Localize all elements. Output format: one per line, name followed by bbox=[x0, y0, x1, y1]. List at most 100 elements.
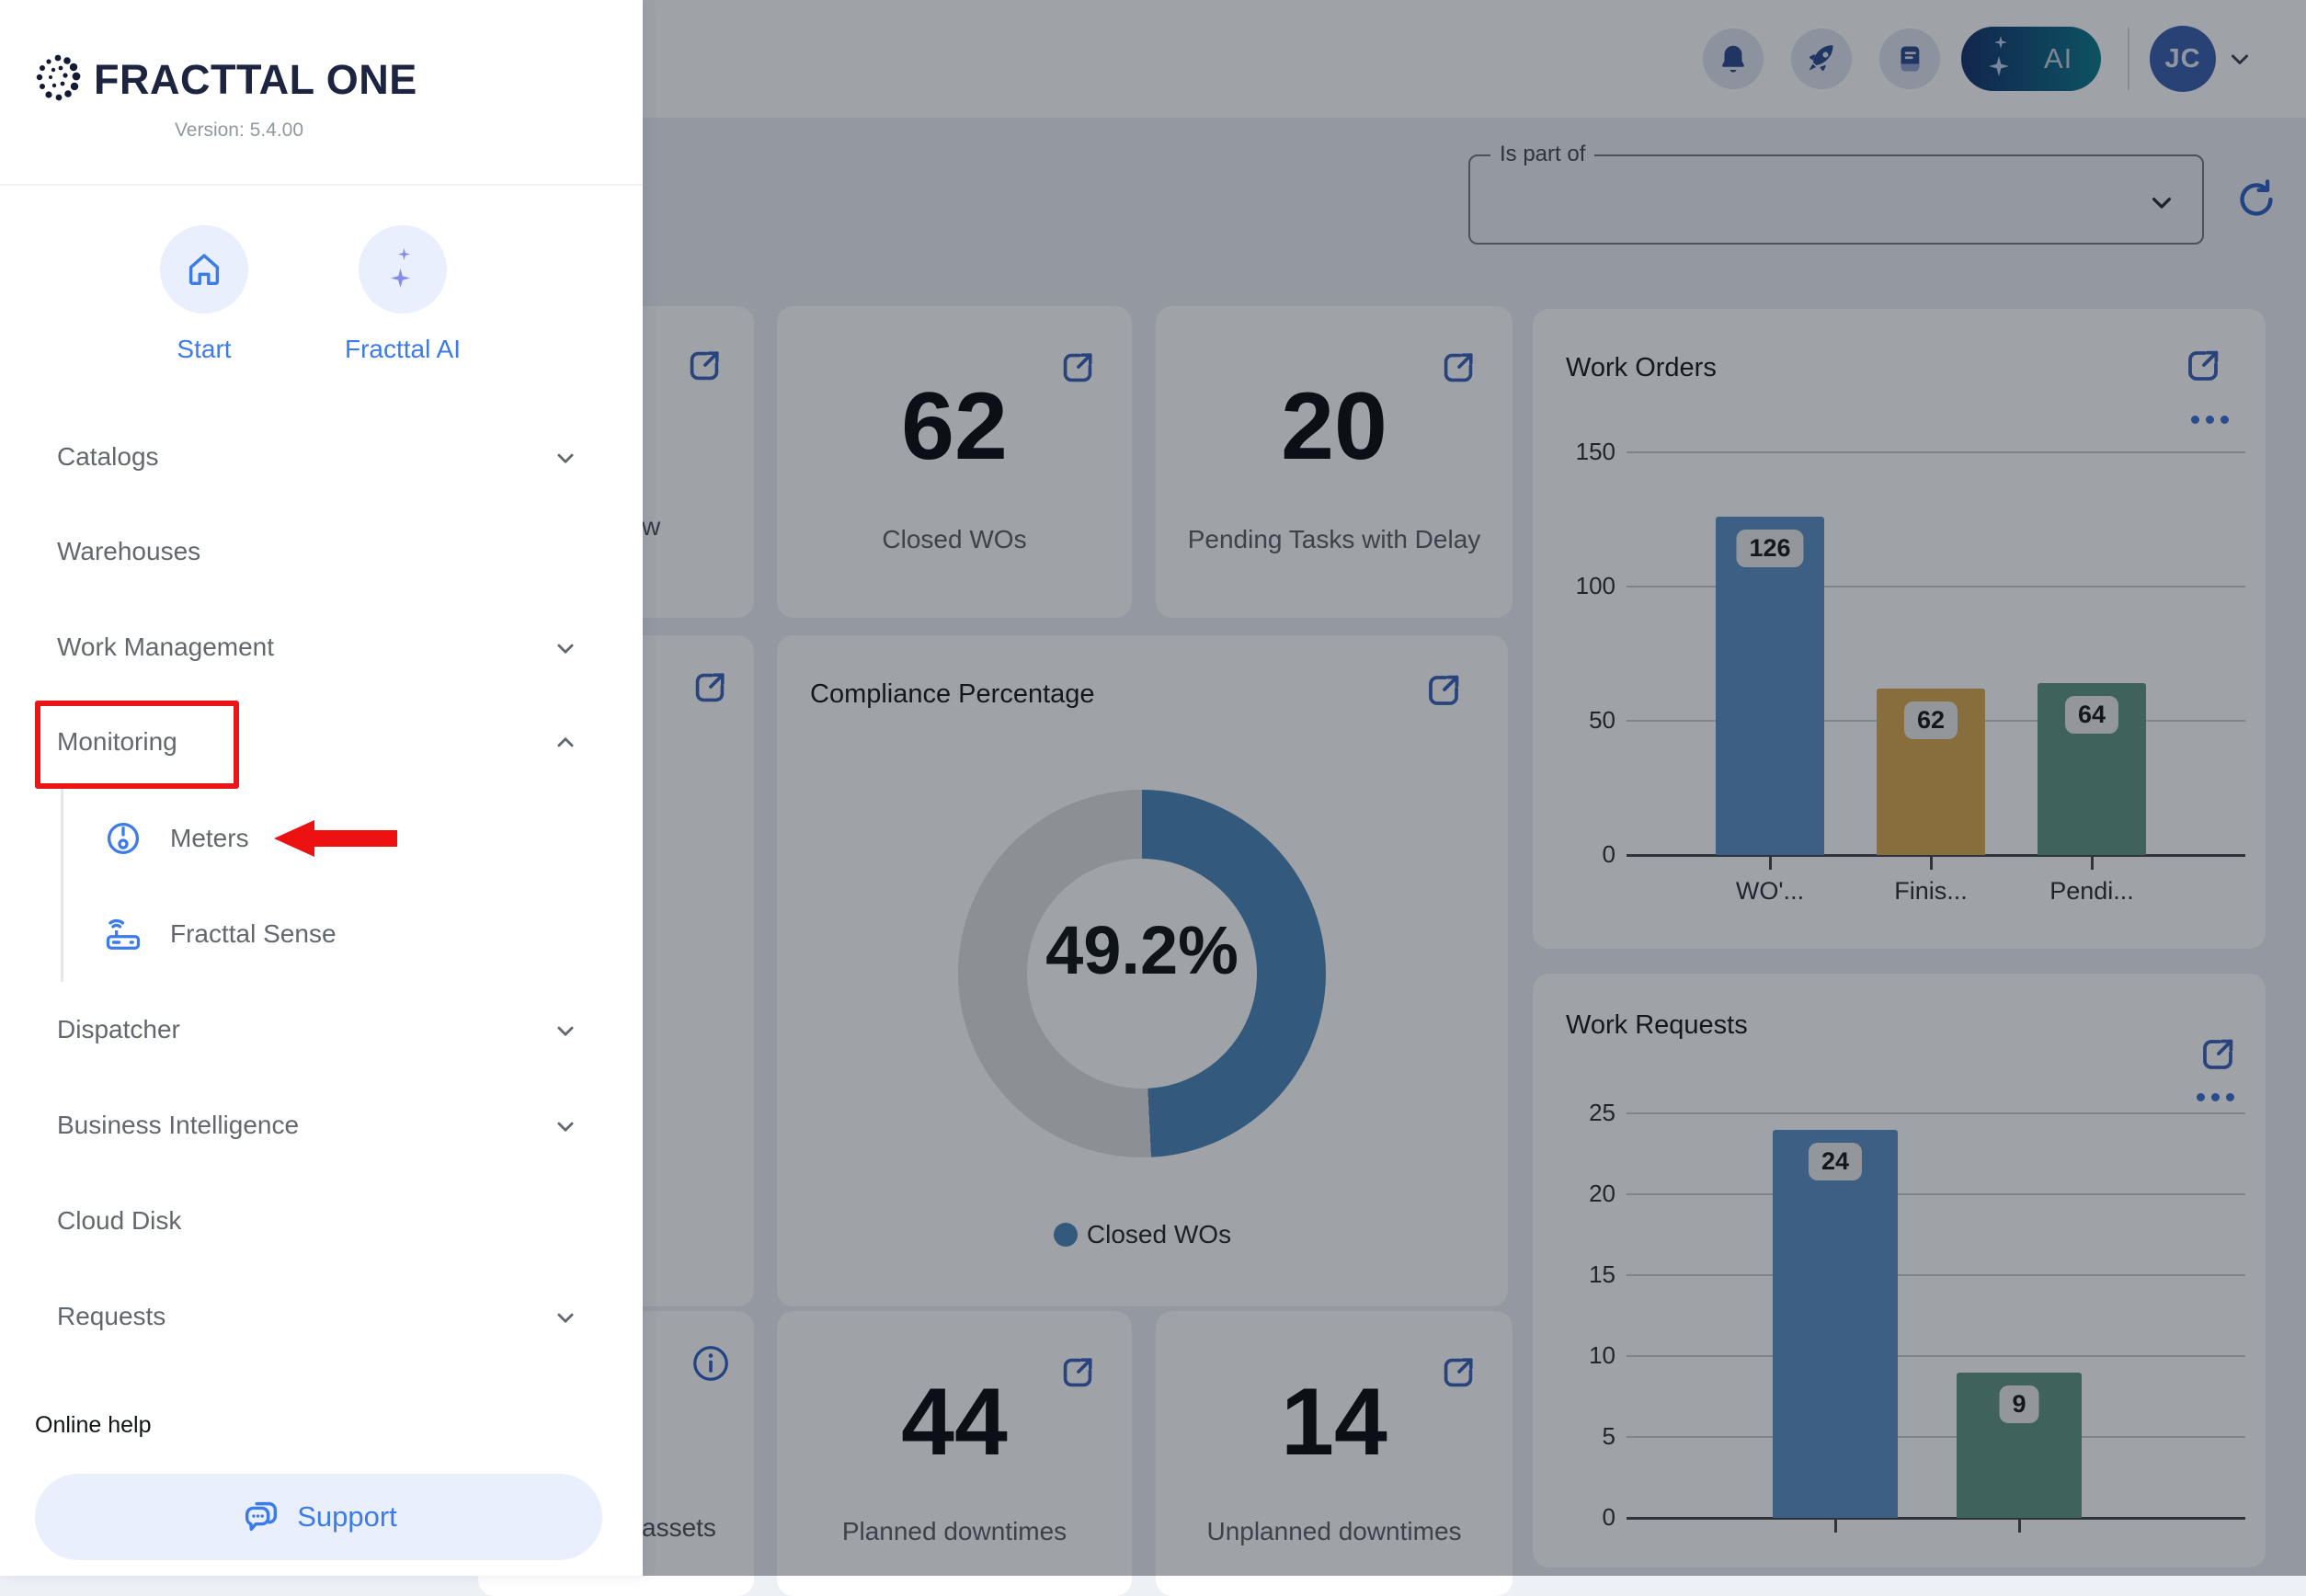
y-axis-tick-label: 25 bbox=[1589, 1099, 1615, 1126]
support-button[interactable]: Support bbox=[35, 1474, 602, 1560]
work-requests-chart: 0 5 10 15 20 25 24 9 bbox=[1570, 1099, 2245, 1533]
y-axis-tick-label: 5 bbox=[1602, 1422, 1615, 1450]
online-help-link[interactable]: Online help bbox=[35, 1412, 152, 1438]
closed-wos-value: 62 bbox=[901, 373, 1008, 480]
version-label: Version: 5.4.00 bbox=[174, 120, 304, 141]
menu-label: Catalogs bbox=[57, 442, 159, 471]
x-axis-tick bbox=[2091, 857, 2094, 870]
chevron-down-icon[interactable] bbox=[550, 1015, 581, 1046]
y-axis-tick-label: 15 bbox=[1589, 1260, 1615, 1288]
fracttal-ai-label[interactable]: Fracttal AI bbox=[344, 335, 462, 363]
meter-gauge-icon bbox=[103, 818, 143, 859]
support-label: Support bbox=[297, 1500, 397, 1533]
unplanned-downtimes-card[interactable]: 14 Unplanned downtimes bbox=[1156, 1311, 1513, 1596]
closed-wos-label: Closed WOs bbox=[882, 525, 1027, 553]
chart-options-icon[interactable] bbox=[2191, 416, 2229, 424]
sidebar-item-warehouses[interactable]: Warehouses bbox=[0, 524, 643, 579]
gridline bbox=[1627, 1193, 2245, 1195]
partial-card-label: assets bbox=[642, 1513, 716, 1542]
submenu-label: Fracttal Sense bbox=[170, 919, 337, 948]
sidebar-item-business-intelligence[interactable]: Business Intelligence bbox=[0, 1098, 643, 1153]
sidebar-item-dispatcher[interactable]: Dispatcher bbox=[0, 1002, 643, 1057]
menu-label: Dispatcher bbox=[57, 1015, 180, 1043]
gridline bbox=[1627, 1112, 2245, 1114]
y-axis-tick-label: 0 bbox=[1602, 1503, 1615, 1531]
x-axis-category-label: WO'... bbox=[1735, 877, 1805, 905]
brand-name: FRACTTAL ONE bbox=[94, 56, 417, 103]
gridline bbox=[1627, 586, 2245, 587]
unplanned-downtimes-value: 14 bbox=[1281, 1369, 1387, 1476]
y-axis-tick-label: 100 bbox=[1575, 572, 1615, 599]
sidebar-item-requests[interactable]: Requests bbox=[0, 1289, 643, 1344]
pending-tasks-card[interactable]: 20 Pending Tasks with Delay bbox=[1156, 306, 1513, 618]
x-axis-tick bbox=[1834, 1520, 1837, 1533]
legend-dot bbox=[1053, 1223, 1078, 1247]
menu-label: Cloud Disk bbox=[57, 1206, 182, 1235]
topbar-divider bbox=[2128, 28, 2129, 90]
sidebar-item-cloud-disk[interactable]: Cloud Disk bbox=[0, 1193, 643, 1248]
x-axis-tick bbox=[2018, 1520, 2021, 1533]
sidebar: FRACTTAL ONE Version: 5.4.00 Start Fract… bbox=[0, 0, 643, 1576]
menu-label: Work Management bbox=[57, 633, 275, 661]
notifications-button[interactable] bbox=[1703, 28, 1764, 89]
chevron-down-icon[interactable] bbox=[550, 1302, 581, 1333]
pending-tasks-value: 20 bbox=[1281, 373, 1387, 480]
pending-tasks-label: Pending Tasks with Delay bbox=[1187, 525, 1481, 553]
sidebar-divider bbox=[0, 184, 643, 186]
router-sensor-icon bbox=[103, 914, 143, 954]
planned-downtimes-label: Planned downtimes bbox=[841, 1517, 1067, 1545]
is-part-of-select[interactable]: Is part of bbox=[1468, 142, 2204, 245]
chart-options-icon[interactable] bbox=[2197, 1093, 2234, 1101]
submenu-label: Meters bbox=[170, 824, 249, 852]
menu-label: Warehouses bbox=[57, 537, 201, 565]
bar-value-label: 62 bbox=[1903, 701, 1958, 739]
compliance-card: Compliance Percentage 49.2% Closed WOs bbox=[777, 635, 1508, 1306]
sidebar-item-work-management[interactable]: Work Management bbox=[0, 620, 643, 675]
gridline bbox=[1627, 451, 2245, 453]
compliance-title: Compliance Percentage bbox=[810, 679, 1095, 709]
y-axis-tick-label: 50 bbox=[1589, 706, 1615, 734]
meters-pointer-arrow bbox=[274, 820, 397, 857]
donut-hole bbox=[1027, 859, 1257, 1089]
x-axis-tick bbox=[1769, 857, 1772, 870]
chevron-down-icon[interactable] bbox=[550, 1111, 581, 1142]
bar-value-label: 24 bbox=[1808, 1142, 1863, 1180]
user-avatar[interactable]: JC bbox=[2150, 26, 2216, 92]
y-axis-tick-label: 10 bbox=[1589, 1341, 1615, 1369]
sidebar-item-catalogs[interactable]: Catalogs bbox=[0, 429, 643, 484]
start-label[interactable]: Start bbox=[177, 335, 232, 363]
brand: FRACTTAL ONE bbox=[35, 51, 417, 108]
sidebar-item-monitoring[interactable]: Monitoring bbox=[0, 714, 643, 770]
x-axis-category-label: Pendi... bbox=[2049, 877, 2134, 905]
sidebar-item-meters[interactable]: Meters bbox=[0, 811, 643, 866]
gridline bbox=[1627, 1355, 2245, 1357]
fracttal-ai-button[interactable]: AI bbox=[1961, 27, 2101, 91]
fracttal-logo-icon bbox=[36, 54, 81, 101]
work-orders-chart: 0 50 100 150 126 WO'... 62 Finis... 64 Pendi... bbox=[1570, 438, 2245, 905]
changelog-button[interactable] bbox=[1879, 28, 1940, 89]
submenu-indent-line bbox=[61, 787, 63, 982]
monitoring-highlight-box bbox=[35, 701, 239, 789]
menu-label: Monitoring bbox=[57, 727, 177, 756]
chevron-up-icon[interactable] bbox=[550, 727, 581, 758]
bar-value-label: 64 bbox=[2064, 696, 2119, 735]
whats-new-button[interactable] bbox=[1791, 28, 1852, 89]
closed-wos-card[interactable]: 62 Closed WOs bbox=[777, 306, 1132, 618]
planned-downtimes-card[interactable]: 44 Planned downtimes bbox=[777, 1311, 1132, 1596]
legend-label: Closed WOs bbox=[1086, 1220, 1232, 1248]
bar-value-label: 9 bbox=[1999, 1385, 2039, 1423]
fracttal-ai-shortcut[interactable] bbox=[359, 225, 447, 314]
chevron-down-icon[interactable] bbox=[550, 442, 581, 473]
bar-WO'...[interactable] bbox=[1716, 517, 1824, 855]
bar-series-0[interactable] bbox=[1773, 1129, 1898, 1518]
bar-value-label: 126 bbox=[1736, 530, 1804, 568]
menu-label: Requests bbox=[57, 1302, 166, 1330]
ai-sparkles-icon bbox=[387, 246, 418, 292]
work-requests-card: Work Requests 0 5 10 15 20 25 24 9 bbox=[1533, 974, 2266, 1568]
chevron-down-icon[interactable] bbox=[550, 633, 581, 664]
sidebar-item-fracttal-sense[interactable]: Fracttal Sense bbox=[0, 906, 643, 962]
gridline bbox=[1627, 1517, 2245, 1520]
start-button[interactable] bbox=[160, 225, 248, 314]
y-axis-tick-label: 20 bbox=[1589, 1180, 1615, 1207]
